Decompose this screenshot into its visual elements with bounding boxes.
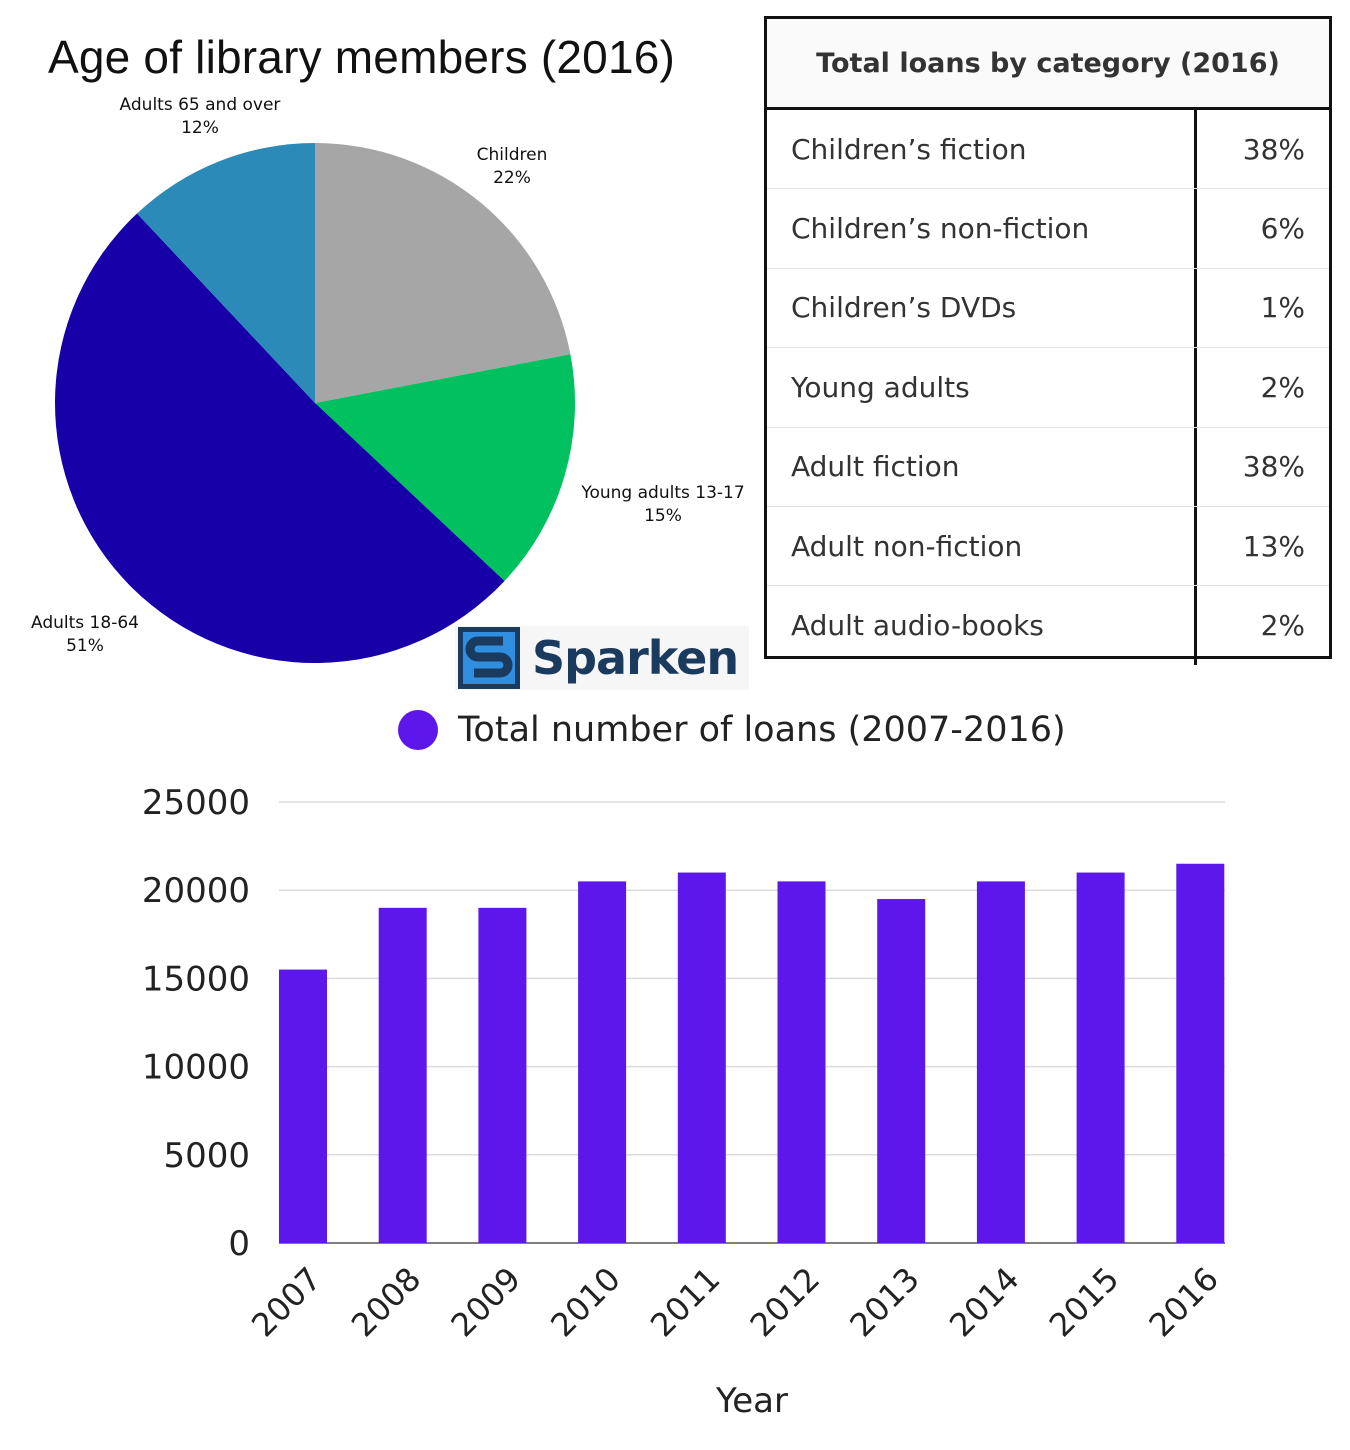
table-value-cell: 1% <box>1260 291 1305 325</box>
x-tick-label: 2009 <box>444 1260 528 1344</box>
bar-legend: Total number of loans (2007-2016) <box>398 710 1066 750</box>
table-category-cell: Adult fiction <box>767 427 1197 506</box>
pie-value-children: 22% <box>493 168 531 188</box>
y-tick-label: 20000 <box>142 871 250 911</box>
y-tick-label: 10000 <box>142 1048 250 1088</box>
pie-slice-young-adults-13-17 <box>315 354 575 581</box>
table-title: Total loans by category (2016) <box>767 19 1329 110</box>
bar-2011 <box>677 872 726 1243</box>
table-row: Children’s fiction 38% <box>767 110 1329 190</box>
table-row: Young adults 2% <box>767 348 1329 428</box>
pie-label-children: Children <box>477 145 548 165</box>
pie-slice-adults-18-64 <box>55 213 505 663</box>
pie-chart-title: Age of library members (2016) <box>48 31 676 83</box>
table-value-cell: 38% <box>1242 132 1305 166</box>
table-row: Adult audio-books 2% <box>767 586 1329 665</box>
table-value-cell: 13% <box>1242 529 1305 563</box>
legend-label: Total number of loans (2007-2016) <box>458 710 1066 750</box>
bar-2007 <box>279 969 327 1243</box>
x-tick-label: 2013 <box>842 1260 926 1344</box>
table-value-cell: 2% <box>1260 609 1305 643</box>
logo-text: Sparken <box>532 631 739 685</box>
pie-slice-adults-65-and-over <box>137 143 315 403</box>
table-value-cell: 6% <box>1260 212 1305 246</box>
table-category-cell: Children’s non-fiction <box>767 189 1197 268</box>
loans-by-category-table: Total loans by category (2016) Children’… <box>764 16 1332 665</box>
x-tick-label: 2010 <box>543 1260 627 1344</box>
pie-label-young-adults-13-17: Young adults 13-17 <box>580 483 744 503</box>
bar-2013 <box>877 899 926 1243</box>
bar-2010 <box>578 881 627 1243</box>
x-tick-label: 2011 <box>643 1260 727 1344</box>
y-tick-label: 25000 <box>142 783 250 823</box>
table-row: Adult non-fiction 13% <box>767 506 1329 587</box>
y-tick-label: 5000 <box>163 1136 250 1176</box>
bar-2016 <box>1176 863 1225 1243</box>
table-body: Children’s fiction 38% Children’s non-fict… <box>767 110 1329 665</box>
sparken-s-icon <box>458 627 520 689</box>
table-value-cell: 2% <box>1260 370 1305 404</box>
table-row: Adult fiction 38% <box>767 427 1329 507</box>
x-tick-label: 2016 <box>1142 1260 1226 1344</box>
bar-2012 <box>777 881 826 1243</box>
table-category-cell: Adult non-fiction <box>767 506 1197 586</box>
table-category-cell: Young adults <box>767 348 1197 427</box>
bar-2008 <box>378 907 427 1243</box>
x-tick-label: 2008 <box>344 1260 428 1344</box>
table-category-cell: Children’s fiction <box>767 110 1197 189</box>
x-tick-label: 2007 <box>244 1260 328 1344</box>
table-row: Children’s non-fiction 6% <box>767 189 1329 269</box>
table-value-cell: 38% <box>1242 450 1305 484</box>
table-category-cell: Adult audio-books <box>767 586 1197 665</box>
pie-value-adults-65-and-over: 12% <box>181 118 219 138</box>
table-category-cell: Children’s DVDs <box>767 268 1197 348</box>
bar-2015 <box>1076 872 1125 1243</box>
pie-label-adults-18-64: Adults 18-64 <box>31 613 139 633</box>
pie-label-adults-65-and-over: Adults 65 and over <box>120 95 281 115</box>
y-tick-label: 15000 <box>142 959 250 999</box>
x-tick-label: 2015 <box>1042 1260 1126 1344</box>
table-row: Children’s DVDs 1% <box>767 268 1329 349</box>
x-axis-title: Year <box>715 1381 788 1421</box>
x-tick-label: 2012 <box>743 1260 827 1344</box>
pie-value-adults-18-64: 51% <box>66 636 104 656</box>
age-pie-chart: Children 22% Young adults 13-17 15% Adults 1… <box>31 95 745 663</box>
legend-swatch <box>398 710 438 750</box>
y-tick-label: 0 <box>228 1224 250 1264</box>
bar-2014 <box>976 881 1025 1243</box>
pie-slice-children <box>315 143 571 403</box>
x-tick-label: 2014 <box>942 1260 1026 1344</box>
pie-value-young-adults-13-17: 15% <box>644 506 682 526</box>
sparken-logo: Sparken <box>455 626 749 690</box>
bar-2009 <box>478 907 527 1243</box>
